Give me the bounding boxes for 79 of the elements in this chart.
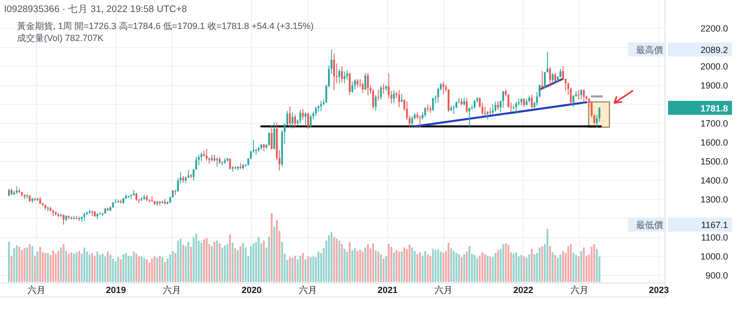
x-tick-label: 2019 [106, 285, 126, 295]
candlestick [229, 158, 231, 170]
x-tick-label: 六月 [27, 285, 46, 295]
candlestick [523, 98, 525, 108]
candlestick [76, 215, 78, 220]
candlestick [304, 112, 306, 125]
y-tick-label: 1000.0 [700, 251, 728, 262]
candlestick [508, 94, 510, 108]
candlestick [52, 209, 54, 217]
candlestick [393, 90, 395, 104]
candlestick [240, 162, 242, 170]
candlestick [380, 85, 382, 100]
x-tick-label: 2022 [513, 285, 534, 295]
candlestick [73, 215, 75, 220]
candlestick [314, 106, 317, 116]
candlestick [494, 101, 496, 112]
candlestick [26, 194, 28, 199]
candlestick [419, 115, 421, 128]
candlestick [268, 132, 270, 146]
candlestick [288, 106, 291, 128]
candlestick [24, 194, 26, 200]
candlestick [294, 114, 296, 128]
y-tick-label: 1600.0 [700, 137, 728, 148]
candlestick [458, 98, 460, 104]
candlestick [354, 78, 356, 90]
candlestick [346, 70, 348, 80]
candlestick [442, 81, 444, 94]
annotation: 最高價 [636, 44, 663, 55]
candlestick [344, 71, 346, 84]
candlestick [578, 90, 580, 100]
candlestick [432, 98, 434, 112]
annotation: 最低價 [636, 220, 663, 230]
candlestick [468, 107, 470, 128]
candlestick [320, 100, 322, 112]
candlestick [549, 66, 551, 87]
x-tick-label: 2021 [378, 285, 398, 295]
y-tick-label: 1500.0 [700, 156, 728, 166]
x-tick-label: 六月 [434, 285, 453, 295]
text: 1781.8 [700, 103, 728, 114]
candlestick [341, 66, 343, 83]
y-tick-label: 2200.0 [700, 23, 728, 34]
candlestick [382, 83, 384, 94]
candlestick [398, 90, 400, 108]
candlestick [572, 94, 574, 108]
candlestick [372, 88, 374, 110]
candlestick [486, 110, 488, 120]
x-tick-label: 六月 [163, 285, 182, 295]
x-tick-label: 2020 [242, 285, 262, 295]
candlestick [206, 148, 208, 162]
text: 1167.1 [701, 220, 728, 230]
candlestick [307, 112, 309, 130]
text: 2089.2 [700, 44, 728, 55]
y-tick-label: 2000.0 [700, 61, 728, 72]
candlestick [411, 116, 414, 128]
annotation: 成交量(Vol) 782.707K [17, 33, 104, 43]
candlestick [292, 112, 294, 129]
candlestick [36, 197, 38, 202]
chart-subtitle: 黃金期貨, 1周 開=1726.3 高=1784.6 低=1709.1 收=1781.8 +54.4 (+3.15%) [17, 21, 314, 31]
candlestick [140, 196, 142, 202]
candlestick [367, 72, 369, 96]
candlestick [62, 214, 64, 226]
x-tick-label: 六月 [299, 285, 318, 295]
y-tick-label: 1400.0 [700, 175, 728, 186]
candlestick [203, 150, 205, 158]
candlestick [484, 106, 486, 117]
candlestick [552, 72, 554, 84]
chart-title: I0928935366 · 七月 31, 2022 19:58 UTC+8 [4, 3, 187, 15]
y-tick-label: 1700.0 [700, 118, 728, 128]
y-tick-label: 900.0 [705, 270, 728, 280]
candlestick [232, 166, 234, 172]
x-tick-label: 2023 [648, 285, 669, 295]
y-tick-label: 1900.0 [700, 80, 728, 90]
candlestick [333, 53, 335, 91]
candlestick [448, 88, 450, 112]
y-tick-label: 1300.0 [700, 194, 728, 204]
candlestick [174, 189, 176, 196]
x-tick-label: 六月 [570, 285, 588, 295]
candlestick [302, 108, 304, 120]
y-tick-label: 1100.0 [701, 232, 728, 242]
